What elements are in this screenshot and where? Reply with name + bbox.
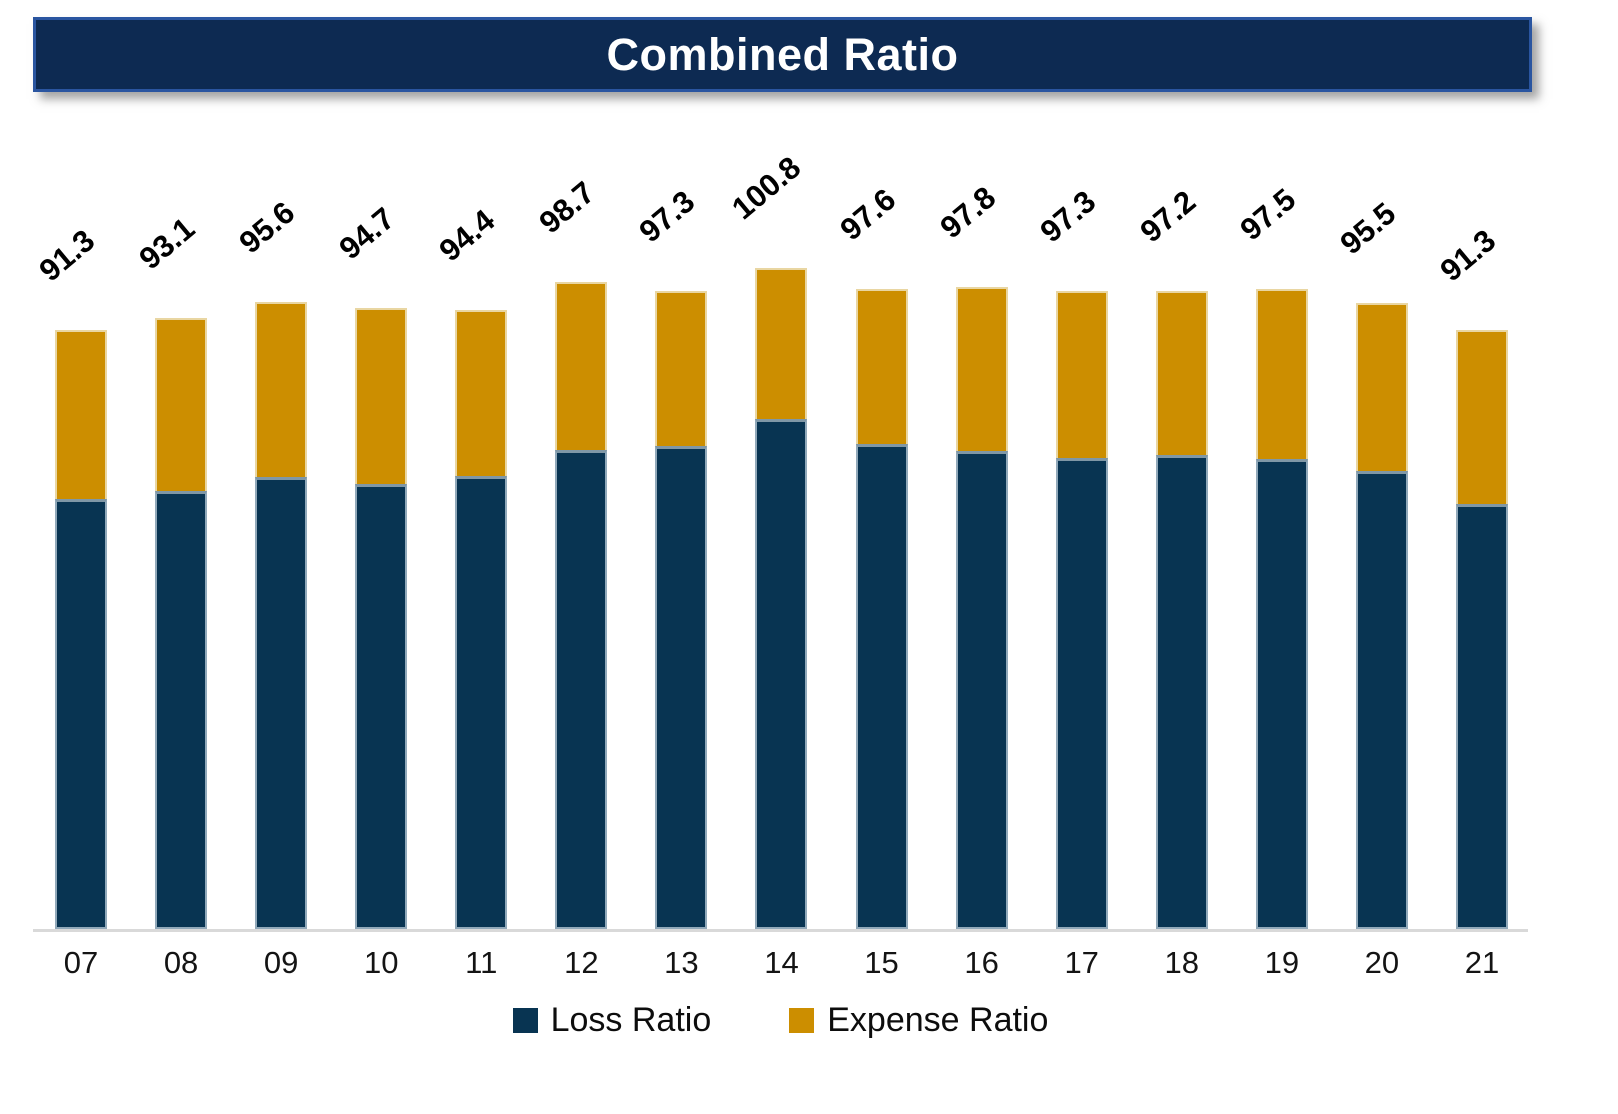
total-data-label: 98.7: [532, 174, 602, 240]
x-axis-label: 12: [564, 945, 599, 980]
total-data-label: 97.8: [933, 180, 1002, 246]
loss-ratio-segment: [455, 476, 508, 929]
expense-ratio-segment: [455, 309, 508, 477]
loss-ratio-segment: [355, 484, 408, 929]
x-axis-label: 17: [1064, 945, 1099, 980]
expense-ratio-segment: [155, 318, 208, 491]
x-axis-label: 20: [1364, 945, 1400, 980]
loss-ratio-segment: [755, 418, 808, 929]
legend-item-loss-ratio: Loss Ratio: [512, 1001, 712, 1040]
loss-ratio-segment: [955, 450, 1008, 929]
expense-ratio-segment: [1055, 290, 1108, 458]
loss-ratio-segment: [1355, 471, 1408, 929]
legend-swatch-icon: [512, 1008, 538, 1033]
loss-ratio-segment: [1055, 457, 1108, 929]
expense-ratio-segment: [355, 307, 408, 485]
total-data-label: 97.3: [1033, 183, 1102, 249]
x-axis-label: 11: [465, 945, 498, 980]
legend: Loss Ratio Expense Ratio: [33, 1001, 1528, 1040]
expense-ratio-segment: [1355, 302, 1408, 472]
expense-ratio-segment: [1155, 291, 1208, 456]
loss-ratio-segment: [1155, 455, 1208, 929]
expense-ratio-segment: [55, 330, 107, 500]
x-axis-label: 19: [1264, 945, 1300, 980]
expense-ratio-segment: [955, 287, 1008, 451]
x-axis-label: 15: [864, 945, 899, 980]
chart-title-bar: Combined Ratio: [33, 17, 1532, 92]
loss-ratio-segment: [1455, 503, 1508, 929]
total-data-label: 94.4: [432, 202, 502, 268]
x-axis-label: 18: [1164, 945, 1200, 980]
total-data-label: 94.7: [332, 200, 402, 266]
legend-item-expense-ratio: Expense Ratio: [789, 1001, 1048, 1040]
total-data-label: 93.1: [132, 210, 202, 277]
total-data-label: 97.2: [1133, 183, 1203, 250]
expense-ratio-segment: [1255, 289, 1308, 460]
loss-ratio-segment: [155, 490, 208, 929]
total-data-label: 95.5: [1333, 195, 1403, 261]
x-axis-label: 09: [263, 945, 299, 980]
x-axis-label: 10: [363, 945, 399, 980]
expense-ratio-segment: [655, 290, 708, 447]
expense-ratio-segment: [555, 281, 608, 451]
x-axis-label: 13: [664, 945, 699, 980]
expense-ratio-segment: [1455, 330, 1508, 504]
loss-ratio-segment: [555, 450, 608, 929]
total-data-label: 97.3: [632, 183, 702, 249]
expense-ratio-segment: [255, 301, 308, 477]
total-data-label: 91.3: [32, 222, 102, 289]
loss-ratio-segment: [255, 477, 308, 929]
expense-ratio-segment: [855, 288, 908, 444]
legend-label: Loss Ratio: [550, 1001, 712, 1039]
loss-ratio-segment: [1255, 459, 1308, 929]
total-data-label: 97.5: [1233, 182, 1303, 248]
total-data-label: 97.6: [833, 181, 902, 247]
x-axis-line: [33, 929, 1528, 932]
total-data-label: 95.6: [232, 194, 302, 261]
loss-ratio-segment: [855, 443, 908, 929]
expense-ratio-segment: [755, 267, 808, 419]
x-axis-label: 08: [163, 945, 199, 980]
total-data-label: 100.8: [725, 149, 808, 226]
loss-ratio-segment: [55, 499, 107, 929]
legend-label: Expense Ratio: [827, 1001, 1049, 1039]
x-axis-label: 16: [964, 945, 999, 980]
x-axis-label: 07: [63, 945, 99, 980]
loss-ratio-segment: [655, 446, 708, 929]
x-axis-label: 14: [764, 945, 799, 980]
total-data-label: 91.3: [1433, 222, 1503, 289]
chart-title: Combined Ratio: [606, 28, 959, 80]
legend-swatch-icon: [789, 1008, 815, 1033]
x-axis-label: 21: [1464, 945, 1500, 980]
